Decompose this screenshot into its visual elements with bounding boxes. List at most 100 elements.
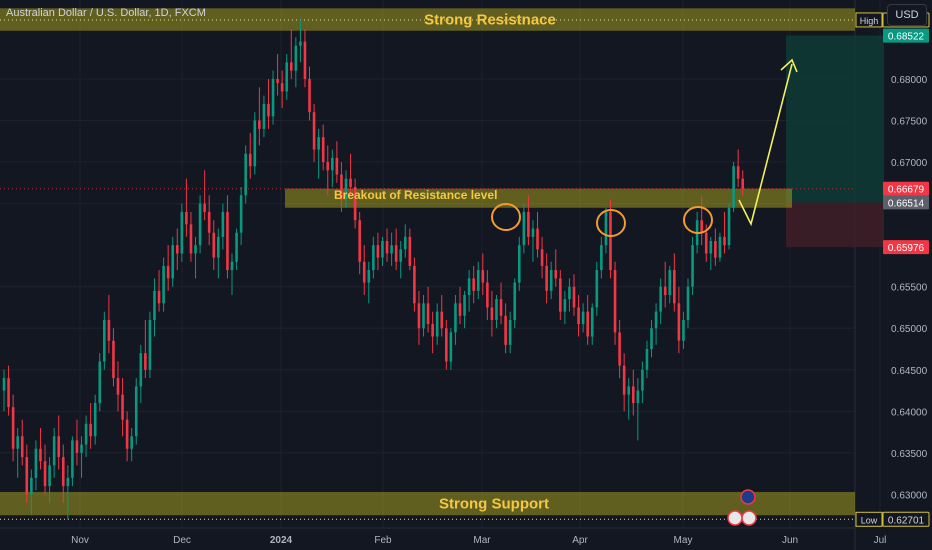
candle-body — [285, 62, 289, 92]
candle-body — [2, 378, 6, 391]
candle-body — [709, 240, 713, 254]
candle-body — [271, 78, 275, 117]
candles-layer — [2, 19, 745, 520]
candle-body — [727, 207, 731, 246]
candle-body — [198, 203, 202, 246]
highlight-circle — [596, 209, 626, 237]
x-tick-label: 2024 — [270, 535, 293, 546]
candle-body — [545, 265, 548, 291]
candle-body — [732, 166, 735, 208]
candle-body — [650, 328, 653, 350]
candle-body — [422, 303, 425, 329]
price-tag-value: 0.66679 — [888, 185, 925, 196]
candle-body — [262, 103, 266, 129]
candle-body — [207, 211, 211, 233]
candle-body — [362, 261, 366, 283]
candle-body — [294, 45, 298, 71]
candle-body — [112, 340, 115, 379]
price-tag-bg — [883, 195, 929, 210]
price-tag-bg — [883, 28, 929, 43]
candle-body — [121, 394, 124, 420]
au-flag-icon[interactable] — [740, 489, 756, 505]
us-flag-icon[interactable] — [727, 510, 743, 526]
candle-body — [66, 477, 70, 487]
candle-body — [636, 390, 640, 404]
candle-body — [57, 436, 61, 458]
candle-body — [43, 461, 47, 487]
candle-body — [267, 103, 270, 117]
candle-body — [718, 236, 722, 258]
candle-body — [399, 249, 403, 262]
price-tag-bg — [883, 240, 929, 255]
candle-body — [326, 162, 330, 171]
candle-body — [349, 178, 352, 187]
candle-body — [235, 232, 238, 262]
candle-body — [741, 178, 745, 189]
candle-body — [645, 349, 649, 370]
y-tick-label: 0.65000 — [891, 324, 928, 335]
candle-body — [554, 270, 558, 279]
candle-body — [331, 157, 334, 171]
candle-body — [513, 282, 517, 320]
candle-body — [203, 203, 206, 212]
candle-body — [663, 286, 667, 296]
time-axis[interactable]: Nov Dec 2024 Feb Mar Apr May Jun Jul — [71, 535, 886, 546]
candle-body — [299, 41, 302, 46]
target-zone — [786, 35, 884, 203]
candle-body — [248, 153, 252, 167]
us-flag-icon[interactable] — [741, 510, 757, 526]
candle-body — [641, 369, 644, 391]
candle-body — [673, 270, 676, 304]
candle-body — [590, 307, 594, 337]
candle-body — [48, 465, 51, 487]
candle-body — [413, 265, 416, 304]
candle-body — [367, 270, 371, 283]
candle-body — [340, 174, 343, 200]
highlight-circle — [683, 206, 713, 234]
projection-arrowhead — [780, 58, 798, 73]
support-zone — [0, 491, 855, 516]
candle-body — [390, 245, 393, 254]
resistance-zone — [0, 8, 855, 31]
candle-body — [454, 303, 457, 333]
candle-body — [435, 311, 439, 337]
candle-body — [317, 137, 320, 150]
candle-body — [212, 232, 216, 258]
candle-body — [130, 436, 133, 449]
candle-body — [499, 299, 503, 316]
candle-body — [549, 270, 553, 291]
candle-body — [686, 286, 690, 320]
candle-body — [394, 245, 398, 262]
candle-body — [162, 265, 165, 304]
candle-body — [30, 477, 33, 495]
candle-body — [226, 211, 229, 271]
candle-body — [244, 153, 247, 196]
candle-body — [536, 228, 539, 250]
candle-body — [20, 436, 24, 458]
candle-body — [559, 278, 562, 312]
candle-body — [335, 157, 339, 175]
candle-body — [134, 386, 138, 437]
candle-body — [682, 319, 685, 341]
candle-body — [93, 403, 97, 437]
candle-body — [609, 211, 612, 271]
candle-body — [486, 282, 489, 308]
x-tick-label: Jul — [874, 535, 887, 546]
price-tag-value: 0.65976 — [888, 243, 925, 254]
price-tag-value: 0.66514 — [888, 198, 925, 209]
candle-body — [691, 245, 694, 287]
candle-body — [258, 120, 261, 129]
candle-body — [353, 186, 357, 221]
candle-body — [417, 303, 421, 329]
candle-body — [153, 290, 156, 320]
candle-body — [458, 303, 462, 316]
candle-body — [71, 440, 74, 478]
breakout-band — [285, 188, 792, 208]
candle-body — [75, 440, 79, 453]
x-tick-label: Jun — [782, 535, 798, 546]
y-tick-label: 0.64500 — [891, 366, 928, 377]
currency-button[interactable]: USD — [887, 4, 927, 26]
candle-body — [476, 270, 480, 291]
